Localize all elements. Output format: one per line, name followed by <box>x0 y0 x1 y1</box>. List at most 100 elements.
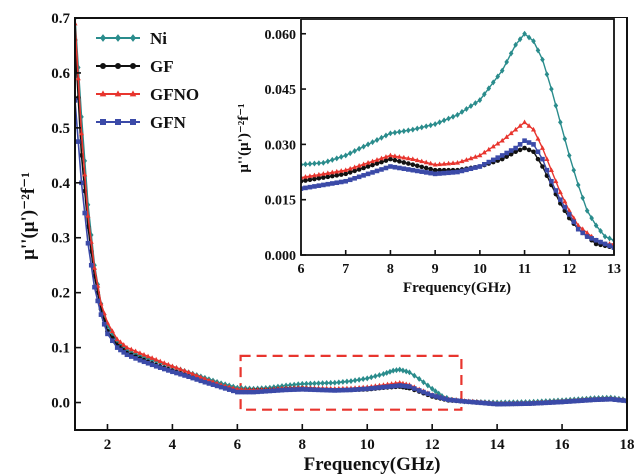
main-x-tick-label: 10 <box>360 437 375 453</box>
main-y-tick-label: 0.5 <box>51 121 70 137</box>
inset-series-gfno-point <box>401 154 407 160</box>
inset-series-ni-point <box>477 97 483 104</box>
inset-series-gfn-point <box>602 241 608 247</box>
inset-series-gfn-point <box>544 167 550 173</box>
inset-series-gfno-point <box>396 154 402 159</box>
inset-series-gf-point <box>428 166 433 172</box>
inset-series-ni-point <box>437 119 442 126</box>
main-series-gfn-point <box>547 400 553 405</box>
main-series-gfno-point <box>141 351 147 357</box>
main-x-tick-label: 2 <box>104 437 112 453</box>
legend-gfn-marker <box>115 119 121 125</box>
main-series-ni-point <box>344 378 350 385</box>
inset-x-tick-label: 11 <box>518 262 531 277</box>
inset-series-gfn-point <box>379 167 384 172</box>
inset-series-ni-point <box>549 86 554 93</box>
inset-series-ni-point <box>446 115 451 122</box>
main-x-tick-label: 12 <box>425 437 440 453</box>
inset-series-gfn-point <box>365 171 371 177</box>
inset-series-gf-point <box>499 156 505 162</box>
main-series-gfn-point <box>85 240 91 246</box>
inset-series-gfn-point <box>562 204 568 210</box>
inset-series-ni-point <box>607 235 612 242</box>
main-series-gfn-point <box>137 357 143 363</box>
inset-series-gfno-point <box>495 140 501 146</box>
main-series-gfn-point <box>527 401 532 406</box>
main-series-gfno-point <box>114 336 120 342</box>
inset-series-ni-point <box>347 150 353 157</box>
main-series-gfn-point <box>470 399 476 405</box>
inset-series-gfn-point <box>374 168 380 174</box>
inset-series-ni-point <box>495 73 501 80</box>
inset-series-gfno-point <box>450 160 456 166</box>
main-series-gfn-point <box>239 389 244 395</box>
inset-series-gfn-point <box>526 140 532 145</box>
main-series-gfn-point <box>92 284 97 290</box>
legend-gfn-label: GFN <box>150 113 187 132</box>
inset-series-gfn-point <box>361 173 366 178</box>
inset-series-ni-point <box>450 113 456 120</box>
main-series-gfn-point <box>400 383 406 389</box>
main-series-ni-point <box>312 380 317 387</box>
inset-series-ni-point <box>414 125 420 132</box>
inset-series-gfno-point <box>352 164 358 170</box>
inset-series-ni-point <box>589 215 594 222</box>
main-series-ni-point <box>381 370 386 377</box>
inset-series-gf-point <box>535 156 541 162</box>
inset-series-gfn-point <box>388 164 393 169</box>
inset-series-gfno-point <box>539 145 545 150</box>
inset-series-gf-point <box>312 176 317 182</box>
inset-series-gfn-point <box>575 226 581 232</box>
inset-series-gfn-point <box>486 159 492 165</box>
inset-series-gf-point <box>517 147 523 153</box>
main-series-gfn-point <box>110 338 115 344</box>
main-series-gfno-point <box>124 344 130 350</box>
inset-series-gfn-point <box>517 142 523 147</box>
inset-series-ni-point <box>410 126 416 133</box>
inset-series-gfno-point <box>526 123 532 128</box>
legend-gf-marker <box>130 63 136 69</box>
main-series-gfn-point <box>295 387 301 392</box>
main-series-gfno-point <box>75 75 81 81</box>
inset-x-tick-label: 12 <box>562 262 576 277</box>
main-series-ni-point <box>336 379 342 386</box>
inset-series-gfno-point <box>378 155 385 161</box>
main-series-gfn-point <box>118 347 123 353</box>
main-series-gfno-point <box>85 213 91 218</box>
main-series-ni-point <box>425 382 431 389</box>
inset-series-ni-point <box>598 228 603 235</box>
main-series-gfn-point <box>267 388 273 394</box>
main-series-ni-point <box>304 380 309 387</box>
legend-item-gfno: GFNO <box>96 85 199 104</box>
inset-series-gfno-point <box>316 171 322 177</box>
inset-series-gfno-point <box>392 153 398 159</box>
inset-series-gfn-point <box>410 167 416 173</box>
main-series-gfn-point <box>287 387 293 393</box>
main-series-gfn <box>75 98 627 407</box>
main-series-gfno-point <box>98 300 104 306</box>
inset-series-gfn-point <box>464 167 469 173</box>
inset-series-gf-point <box>419 164 425 170</box>
legend: Ni GF GFNO GFN <box>96 29 199 132</box>
inset-series-ni-point <box>383 132 389 139</box>
main-y-tick-label: 0.4 <box>51 176 70 192</box>
inset-series-gfn-point <box>455 169 460 175</box>
inset-series-gfn-point <box>406 167 411 172</box>
main-series-gfn-point <box>75 139 81 144</box>
inset-x-ticks: 6 7 8 9 10 11 12 13 <box>298 250 621 277</box>
main-series-gfn-point <box>385 384 390 390</box>
inset-series-ni-point <box>566 152 572 159</box>
main-series-gfno-point <box>117 339 123 344</box>
main-series-ni-point <box>429 385 435 392</box>
inset-x-tick-label: 6 <box>298 262 305 277</box>
main-series-ni-point <box>384 369 390 376</box>
main-series-gfn-point <box>194 377 200 382</box>
main-series-gfn-point <box>214 383 220 389</box>
inset-series-ni-point <box>397 128 402 135</box>
inset-series-ni-point <box>388 130 393 137</box>
main-series-ni-point <box>400 367 406 374</box>
inset-series-ni-point <box>553 102 559 109</box>
main-series-gfn-point <box>98 312 104 317</box>
inset-series-ni-point <box>504 59 509 66</box>
main-series-gfn-point <box>511 401 516 407</box>
